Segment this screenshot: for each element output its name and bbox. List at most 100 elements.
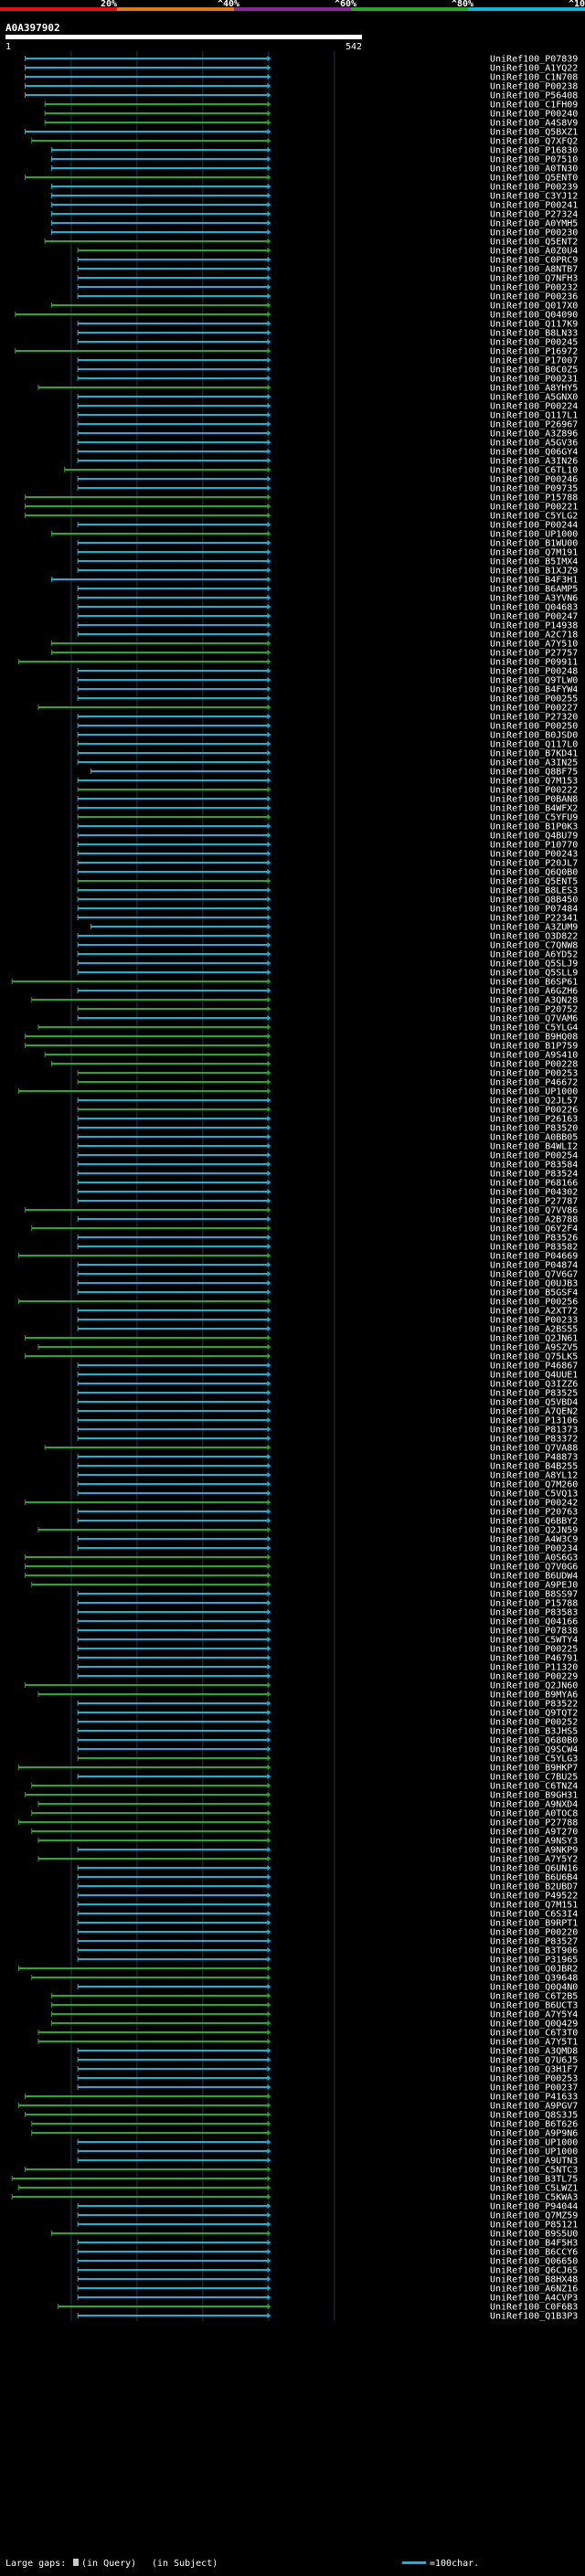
hit-label[interactable]: UniRef100_P00239 [490, 183, 578, 193]
hit-label[interactable]: UniRef100_P48873 [490, 1453, 578, 1463]
hit-label[interactable]: UniRef100_C5NTC3 [490, 2166, 578, 2176]
hit-label[interactable]: UniRef100_B3T906 [490, 1946, 578, 1956]
hit-label[interactable]: UniRef100_P11320 [490, 1663, 578, 1673]
hit-label[interactable]: UniRef100_P31965 [490, 1956, 578, 1966]
hit-label[interactable]: UniRef100_P00230 [490, 228, 578, 239]
hit-label[interactable]: UniRef100_Q8BF75 [490, 768, 578, 778]
hit-label[interactable]: UniRef100_B9GH31 [490, 1791, 578, 1801]
hit-label[interactable]: UniRef100_A4W3C9 [490, 1535, 578, 1545]
hit-label[interactable]: UniRef100_Q2JN59 [490, 1526, 578, 1536]
hit-label[interactable]: UniRef100_A4S8V9 [490, 119, 578, 129]
hit-label[interactable]: UniRef100_A3Z896 [490, 429, 578, 440]
hit-label[interactable]: UniRef100_Q6Q0B0 [490, 868, 578, 878]
hit-label[interactable]: UniRef100_B8LN33 [490, 329, 578, 339]
hit-label[interactable]: UniRef100_UP1000 [490, 2138, 578, 2148]
hit-label[interactable]: UniRef100_A0TN30 [490, 164, 578, 175]
hit-label[interactable]: UniRef100_Q4UUE1 [490, 1371, 578, 1381]
hit-label[interactable]: UniRef100_P00240 [490, 110, 578, 120]
hit-label[interactable]: UniRef100_C6T2B5 [490, 1992, 578, 2002]
hit-label[interactable]: UniRef100_B8SS97 [490, 1590, 578, 1600]
hit-label[interactable]: UniRef100_Q5SLJ9 [490, 959, 578, 970]
hit-label[interactable]: UniRef100_A9S410 [490, 1051, 578, 1061]
hit-label[interactable]: UniRef100_P68166 [490, 1179, 578, 1189]
hit-label[interactable]: UniRef100_Q04166 [490, 1617, 578, 1627]
hit-label[interactable]: UniRef100_P14938 [490, 621, 578, 631]
hit-label[interactable]: UniRef100_A9NXD4 [490, 1800, 578, 1810]
hit-label[interactable]: UniRef100_P15788 [490, 1599, 578, 1609]
hit-label[interactable]: UniRef100_P00232 [490, 283, 578, 293]
hit-label[interactable]: UniRef100_A9PGV7 [490, 2102, 578, 2112]
hit-label[interactable]: UniRef100_A4CVP3 [490, 2294, 578, 2304]
hit-label[interactable]: UniRef100_A9SZV5 [490, 1343, 578, 1353]
hit-label[interactable]: UniRef100_P85121 [490, 2221, 578, 2231]
hit-label[interactable]: UniRef100_Q7M151 [490, 1901, 578, 1911]
hit-label[interactable]: UniRef100_B6T626 [490, 2120, 578, 2130]
hit-label[interactable]: UniRef100_P00234 [490, 1544, 578, 1554]
hit-label[interactable]: UniRef100_P00236 [490, 292, 578, 302]
hit-label[interactable]: UniRef100_A7Y5Y2 [490, 1855, 578, 1865]
hit-label[interactable]: UniRef100_P22341 [490, 914, 578, 924]
hit-label[interactable]: UniRef100_P83372 [490, 1435, 578, 1445]
hit-label[interactable]: UniRef100_A3YVN6 [490, 594, 578, 604]
hit-label[interactable]: UniRef100_B4FYW4 [490, 685, 578, 695]
hit-label[interactable]: UniRef100_Q3IZZ6 [490, 1380, 578, 1390]
hit-label[interactable]: UniRef100_Q117K9 [490, 320, 578, 330]
hit-label[interactable]: UniRef100_P27320 [490, 713, 578, 723]
hit-label[interactable]: UniRef100_Q7NFH3 [490, 274, 578, 284]
hit-label[interactable]: UniRef100_P83520 [490, 1124, 578, 1134]
hit-label[interactable]: UniRef100_Q5ENT2 [490, 238, 578, 248]
hit-label[interactable]: UniRef100_P83582 [490, 1243, 578, 1253]
hit-label[interactable]: UniRef100_C5YLG2 [490, 512, 578, 522]
hit-label[interactable]: UniRef100_Q6BBY2 [490, 1517, 578, 1527]
hit-label[interactable]: UniRef100_P00244 [490, 521, 578, 531]
hit-label[interactable]: UniRef100_Q06650 [490, 2257, 578, 2267]
hit-label[interactable]: UniRef100_P27757 [490, 649, 578, 659]
hit-label[interactable]: UniRef100_Q6UN16 [490, 1864, 578, 1874]
hit-label[interactable]: UniRef100_P46867 [490, 1362, 578, 1372]
hit-label[interactable]: UniRef100_P16972 [490, 347, 578, 357]
hit-label[interactable]: UniRef100_B9HKP7 [490, 1764, 578, 1774]
hit-label[interactable]: UniRef100_Q7VA88 [490, 1444, 578, 1454]
hit-label[interactable]: UniRef100_C5KWA3 [490, 2193, 578, 2203]
hit-label[interactable]: UniRef100_P00252 [490, 1718, 578, 1728]
hit-label[interactable]: UniRef100_P00246 [490, 475, 578, 485]
hit-label[interactable]: UniRef100_P56408 [490, 91, 578, 101]
hit-label[interactable]: UniRef100_Q04090 [490, 311, 578, 321]
hit-label[interactable]: UniRef100_Q0JBR2 [490, 1965, 578, 1975]
hit-label[interactable]: UniRef100_Q39648 [490, 1974, 578, 1984]
hit-label[interactable]: UniRef100_A0S6G3 [490, 1553, 578, 1564]
hit-label[interactable]: UniRef100_B1P759 [490, 1042, 578, 1052]
hit-label[interactable]: UniRef100_Q75LK5 [490, 1352, 578, 1362]
hit-label[interactable]: UniRef100_P00222 [490, 786, 578, 796]
hit-label[interactable]: UniRef100_A1YQ22 [490, 64, 578, 74]
hit-label[interactable]: UniRef100_P81373 [490, 1426, 578, 1436]
hit-label[interactable]: UniRef100_B6SP61 [490, 978, 578, 988]
hit-label[interactable]: UniRef100_B1XJZ9 [490, 567, 578, 577]
hit-label[interactable]: UniRef100_C5VQ13 [490, 1489, 578, 1500]
hit-label[interactable]: UniRef100_C6T3T0 [490, 2029, 578, 2039]
hit-label[interactable]: UniRef100_Q7VV86 [490, 1206, 578, 1216]
hit-label[interactable]: UniRef100_P27788 [490, 1818, 578, 1829]
hit-label[interactable]: UniRef100_P10770 [490, 841, 578, 851]
hit-label[interactable]: UniRef100_C6TL10 [490, 466, 578, 476]
hit-label[interactable]: UniRef100_UP1000 [490, 2147, 578, 2157]
hit-label[interactable]: UniRef100_P83524 [490, 1170, 578, 1180]
hit-label[interactable]: UniRef100_A9T270 [490, 1828, 578, 1838]
hit-label[interactable]: UniRef100_B6CCY6 [490, 2248, 578, 2258]
hit-label[interactable]: UniRef100_A0TOC8 [490, 1809, 578, 1819]
hit-label[interactable]: UniRef100_Q7XFQ2 [490, 137, 578, 147]
hit-label[interactable]: UniRef100_P83525 [490, 1389, 578, 1399]
hit-label[interactable]: UniRef100_Q06GY4 [490, 448, 578, 458]
hit-label[interactable]: UniRef100_P13106 [490, 1416, 578, 1426]
hit-label[interactable]: UniRef100_Q3H1F7 [490, 2065, 578, 2075]
hit-label[interactable]: UniRef100_B1P0K3 [490, 822, 578, 832]
hit-label[interactable]: UniRef100_B9MYA6 [490, 1691, 578, 1701]
hit-label[interactable]: UniRef100_UP1000 [490, 530, 578, 540]
hit-label[interactable]: UniRef100_B0C0Z5 [490, 366, 578, 376]
hit-label[interactable]: UniRef100_B6UDW4 [490, 1572, 578, 1582]
hit-label[interactable]: UniRef100_P00221 [490, 503, 578, 513]
hit-label[interactable]: UniRef100_P04669 [490, 1252, 578, 1262]
hit-label[interactable]: UniRef100_A2BS55 [490, 1325, 578, 1335]
hit-label[interactable]: UniRef100_P41633 [490, 2093, 578, 2103]
hit-label[interactable]: UniRef100_C5YFU9 [490, 813, 578, 823]
